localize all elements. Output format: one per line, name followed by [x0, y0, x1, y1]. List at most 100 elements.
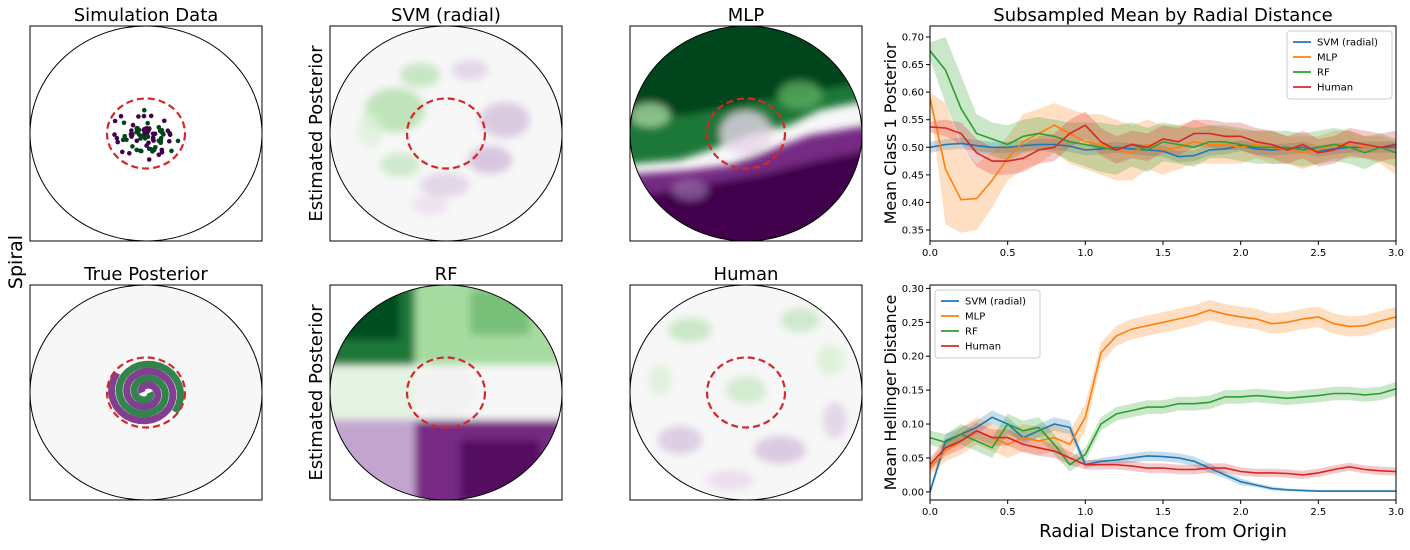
y-tick-label: 0.00 — [902, 487, 924, 498]
sample-point — [169, 148, 174, 154]
plot-frame — [929, 284, 1397, 501]
x-axis-label: Radial Distance from Origin — [1039, 521, 1287, 542]
sample-point — [141, 113, 147, 119]
legend: SVM (radial) MLP RF Human — [1286, 30, 1393, 100]
line-chart-posterior: Subsampled Mean by Radial Distance Mean … — [881, 5, 1404, 259]
sample-point — [130, 122, 136, 128]
y-tick-label: 0.35 — [902, 225, 924, 236]
sample-points — [112, 107, 181, 162]
legend-label: SVM (radial) — [1317, 38, 1378, 49]
y-tick-label: 0.30 — [902, 284, 924, 295]
sample-point — [145, 120, 150, 126]
sample-point — [139, 148, 144, 154]
legend-box — [1286, 30, 1393, 100]
panel-mlp: MLP — [629, 5, 863, 242]
sample-point — [145, 134, 151, 140]
sample-point — [156, 125, 162, 130]
y-tick-label: 0.25 — [902, 318, 924, 329]
series-line-rf — [930, 388, 1396, 466]
x-tick-label: 2.5 — [1310, 507, 1326, 518]
sample-point — [162, 118, 167, 124]
sample-point — [122, 136, 127, 142]
legend-label: SVM (radial) — [965, 297, 1026, 308]
sample-point — [139, 133, 144, 139]
line-chart-hellinger: Mean Hellinger Distance Radial Distance … — [881, 284, 1404, 542]
x-tick-label: 3.0 — [1388, 507, 1404, 518]
sample-point — [128, 131, 134, 137]
y-tick-label: 0.20 — [902, 352, 924, 363]
sample-point — [121, 120, 127, 126]
x-tick-label: 0.5 — [1000, 248, 1016, 259]
series-line-mlp — [930, 97, 1396, 201]
confidence-band-svm — [930, 410, 1396, 496]
legend-label: RF — [1317, 68, 1330, 79]
panel-simulation-data: Simulation Data — [29, 5, 263, 242]
panel-human: Human — [629, 264, 863, 501]
spiral-class-green — [115, 360, 184, 418]
sample-point — [134, 138, 140, 144]
boundary-circle — [105, 356, 187, 429]
sample-point — [157, 128, 163, 134]
sample-point — [130, 144, 135, 149]
series-line-mlp — [930, 309, 1396, 469]
panel-rf: RF Estimated Posterior — [306, 264, 563, 501]
x-tick-label: 1.5 — [1155, 248, 1171, 259]
sample-point — [127, 151, 132, 156]
sample-point — [134, 147, 139, 153]
legend-label: MLP — [1317, 53, 1337, 64]
sample-point — [150, 149, 155, 154]
confidence-band-rf — [930, 37, 1396, 175]
sample-point — [153, 145, 158, 150]
legend-label: Human — [1317, 83, 1353, 94]
y-tick-label: 0.45 — [902, 170, 924, 181]
sample-point — [144, 126, 149, 131]
panel-title-svm: SVM (radial) — [391, 5, 501, 26]
panel-title-human: Human — [714, 264, 779, 285]
legend: SVM (radial) MLP RF Human — [934, 289, 1041, 359]
y-tick-label: 0.55 — [902, 115, 924, 126]
x-tick-label: 1.0 — [1077, 507, 1093, 518]
panel-title-simulation-data: Simulation Data — [74, 5, 219, 26]
sample-point — [150, 131, 156, 137]
chart-title: Subsampled Mean by Radial Distance — [993, 5, 1332, 26]
boundary-circle — [405, 97, 487, 170]
panel-ylabel-rf: Estimated Posterior — [306, 304, 327, 481]
boundary-circle — [705, 356, 787, 429]
y-tick-label: 0.15 — [902, 386, 924, 397]
posterior-heatmap — [330, 26, 562, 241]
y-tick-label: 0.70 — [902, 33, 924, 44]
panel-title-true-posterior: True Posterior — [83, 264, 208, 285]
boundary-circle — [405, 356, 487, 429]
x-tick-label: 0.5 — [1000, 507, 1016, 518]
sample-point — [114, 136, 120, 141]
sample-point — [167, 139, 172, 144]
sample-point — [167, 132, 173, 138]
series-line-svm — [930, 142, 1396, 158]
y-axis-label: Mean Hellinger Distance — [881, 295, 900, 491]
sample-point — [148, 113, 154, 119]
legend-label: Human — [965, 342, 1001, 353]
posterior-heatmap — [30, 285, 262, 500]
y-tick-label: 0.65 — [902, 60, 924, 71]
x-tick-label: 2.0 — [1233, 248, 1249, 259]
boundary-circle — [705, 97, 787, 170]
x-tick-label: 1.5 — [1155, 507, 1171, 518]
sample-point — [136, 114, 141, 119]
panel-title-mlp: MLP — [728, 5, 765, 26]
sample-point — [156, 152, 162, 158]
series-line-human — [930, 124, 1396, 162]
series-line-rf — [930, 50, 1396, 154]
sample-point — [115, 139, 120, 145]
sample-point — [112, 132, 117, 137]
spiral-class-purple — [108, 367, 177, 425]
sample-point — [150, 135, 156, 140]
legend-box — [934, 289, 1041, 359]
panel-true-posterior: True Posterior — [29, 264, 263, 501]
posterior-heatmap — [630, 285, 862, 500]
panel-svm-radial: SVM (radial) Estimated Posterior — [306, 5, 563, 242]
sample-point — [146, 157, 152, 162]
sample-point — [175, 138, 181, 144]
panel-ylabel-svm: Estimated Posterior — [306, 45, 327, 222]
sample-point — [159, 150, 165, 155]
